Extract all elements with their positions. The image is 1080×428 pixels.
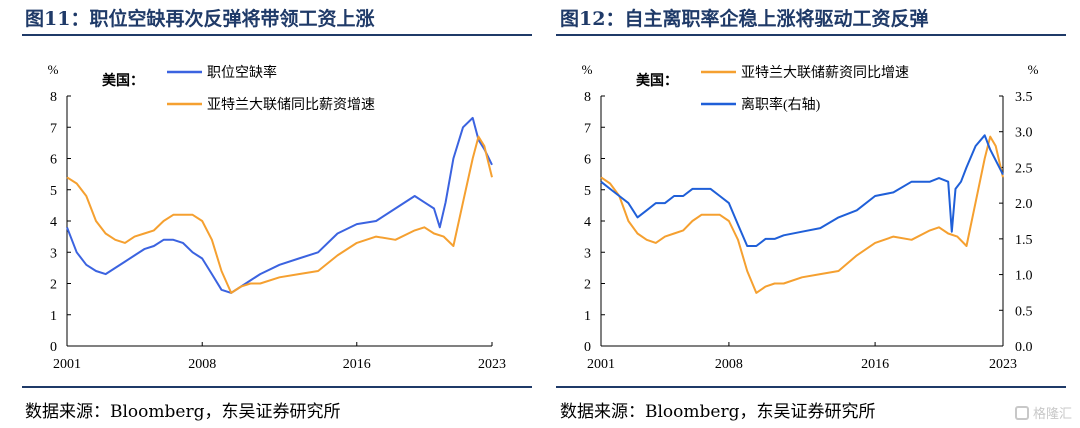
y-tick-label: 4	[584, 215, 591, 230]
legend-label-1: 离职率(右轴)	[741, 96, 821, 113]
watermark-text: 格隆汇	[1032, 407, 1072, 422]
x-tick-label: 2001	[53, 357, 81, 372]
legend-prefix: 美国：	[102, 72, 144, 89]
legend-label-1: 亚特兰大联储同比薪资增速	[207, 97, 375, 113]
x-tick-label: 2023	[989, 357, 1017, 372]
y-tick-label: 5	[50, 184, 57, 199]
y-tick-label: 3	[50, 246, 57, 261]
y-axis-unit: %	[582, 62, 593, 77]
chart-11-vacancy-vs-wage: % 0 1 2 3 4 5 6 7 8 2001 2008 2016 2023 美国： 职位空缺率亚特兰大联储…	[48, 62, 506, 372]
figure-12-source: 数据来源：Bloomberg，东吴证券研究所	[560, 402, 876, 422]
y-axis-unit: %	[48, 62, 59, 77]
figure-11-source: 数据来源：Bloomberg，东吴证券研究所	[25, 402, 341, 422]
figure-12-title-rule	[556, 34, 1066, 36]
series-line-0	[600, 135, 1004, 294]
y2-tick-label: 3.5	[1015, 90, 1033, 105]
y2-tick-label: 2.0	[1015, 197, 1033, 212]
y-tick-label: 0	[50, 340, 57, 355]
figure-11-bottom-rule	[22, 386, 532, 388]
legend-prefix: 美国：	[636, 72, 678, 89]
legend-label-0: 亚特兰大联储薪资同比增速	[741, 65, 909, 81]
y-tick-label: 5	[584, 184, 591, 199]
y2-tick-label: 1.0	[1015, 269, 1033, 284]
y2-tick-label: 3.0	[1015, 126, 1033, 141]
y-tick-label: 0	[584, 340, 591, 355]
y-tick-label: 6	[584, 153, 591, 168]
x-tick-label: 2016	[343, 357, 371, 372]
series-line-0	[66, 116, 493, 294]
watermark-logo-icon	[1014, 405, 1029, 420]
y2-tick-label: 1.5	[1015, 233, 1033, 248]
y-tick-label: 7	[50, 121, 57, 136]
y2-tick-label: 2.5	[1015, 161, 1033, 176]
y2-tick-label: 0.0	[1015, 340, 1033, 355]
x-tick-label: 2008	[188, 357, 216, 372]
y-tick-label: 8	[50, 90, 57, 105]
chart-12-quits-vs-wage: % 0 1 2 3 4 5 6 7 8 2001 2008 2016 2023% 0.0 0.5 1.0 1.5 2…	[582, 62, 1039, 372]
figure-11-title: 图11：职位空缺再次反弹将带领工资上涨	[25, 8, 375, 30]
y-tick-label: 4	[50, 215, 57, 230]
series-line-1	[600, 134, 1004, 247]
y-tick-label: 8	[584, 90, 591, 105]
y-tick-label: 2	[50, 278, 57, 293]
y-tick-label: 2	[584, 278, 591, 293]
figure-11-title-rule	[22, 34, 532, 36]
y2-axis-unit: %	[1028, 62, 1039, 77]
y-tick-label: 7	[584, 121, 591, 136]
legend-label-0: 职位空缺率	[207, 64, 277, 81]
y-tick-label: 1	[584, 309, 591, 324]
watermark: 格隆汇	[1014, 403, 1072, 422]
figure-12-bottom-rule	[556, 386, 1066, 388]
series-line-1	[66, 135, 493, 294]
figure-12-title: 图12：自主离职率企稳上涨将驱动工资反弹	[560, 8, 929, 30]
x-tick-label: 2023	[478, 357, 506, 372]
x-tick-label: 2016	[861, 357, 889, 372]
y-tick-label: 6	[50, 153, 57, 168]
x-tick-label: 2001	[587, 357, 615, 372]
y-tick-label: 1	[50, 309, 57, 324]
y-tick-label: 3	[584, 246, 591, 261]
x-tick-label: 2008	[715, 357, 743, 372]
y2-tick-label: 0.5	[1015, 304, 1033, 319]
